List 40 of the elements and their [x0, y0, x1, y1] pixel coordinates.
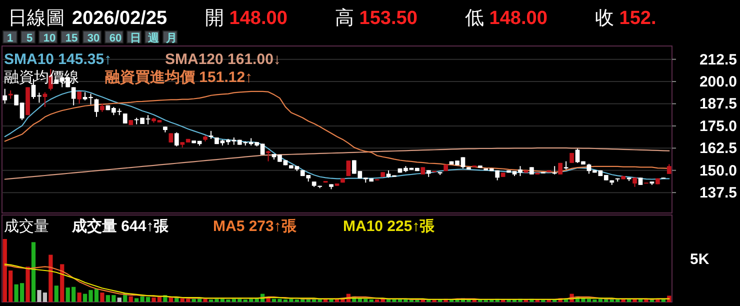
bar — [329, 299, 334, 302]
chart-subtitle: 2026/02/25 — [72, 8, 168, 29]
bar — [667, 296, 672, 302]
y-tick-label: 187.5 — [699, 96, 737, 113]
bar — [100, 292, 104, 302]
chart-title: 成交量 — [4, 218, 49, 235]
bar — [117, 298, 122, 302]
text: SMA10 145.35↑ — [4, 51, 112, 68]
text: 開 148.00 — [205, 8, 288, 29]
text: MA10 225↑張 — [343, 218, 436, 235]
bar — [60, 264, 64, 302]
bar — [203, 298, 208, 302]
bar — [77, 292, 82, 302]
text: 1 5 10 15 30 60 日 週 月 — [6, 32, 178, 44]
y-tick-label: 200.0 — [699, 74, 737, 91]
bar — [644, 299, 648, 302]
bar — [626, 299, 632, 302]
text: 5K — [690, 251, 710, 268]
text: 低 148.00 — [465, 8, 548, 29]
bar — [369, 299, 374, 302]
series-label: 融資買進均價 151.12↑ — [105, 69, 253, 86]
bar — [128, 296, 133, 302]
y-tick-label: 150.0 — [699, 162, 737, 180]
bar — [54, 286, 58, 302]
bar — [31, 242, 36, 302]
series-label: 成交量 644↑張 — [71, 217, 170, 235]
y-tick-label: 137.5 — [699, 184, 737, 202]
bar — [318, 299, 322, 302]
bar — [26, 266, 30, 302]
chart-title: 日線圖 — [8, 8, 65, 29]
bar — [661, 299, 666, 302]
text: 高 153.50 — [335, 7, 418, 29]
y-tick-label: 162.5 — [699, 140, 737, 158]
y-tick-label: 212.5 — [699, 51, 737, 68]
text: SMA120 161.00↓ — [165, 51, 281, 68]
bar — [375, 299, 380, 302]
y-tick-label: 175.0 — [699, 118, 737, 135]
bar — [48, 254, 53, 302]
text: MA5 273↑張 — [213, 218, 298, 235]
text: 收 152. — [595, 8, 656, 29]
